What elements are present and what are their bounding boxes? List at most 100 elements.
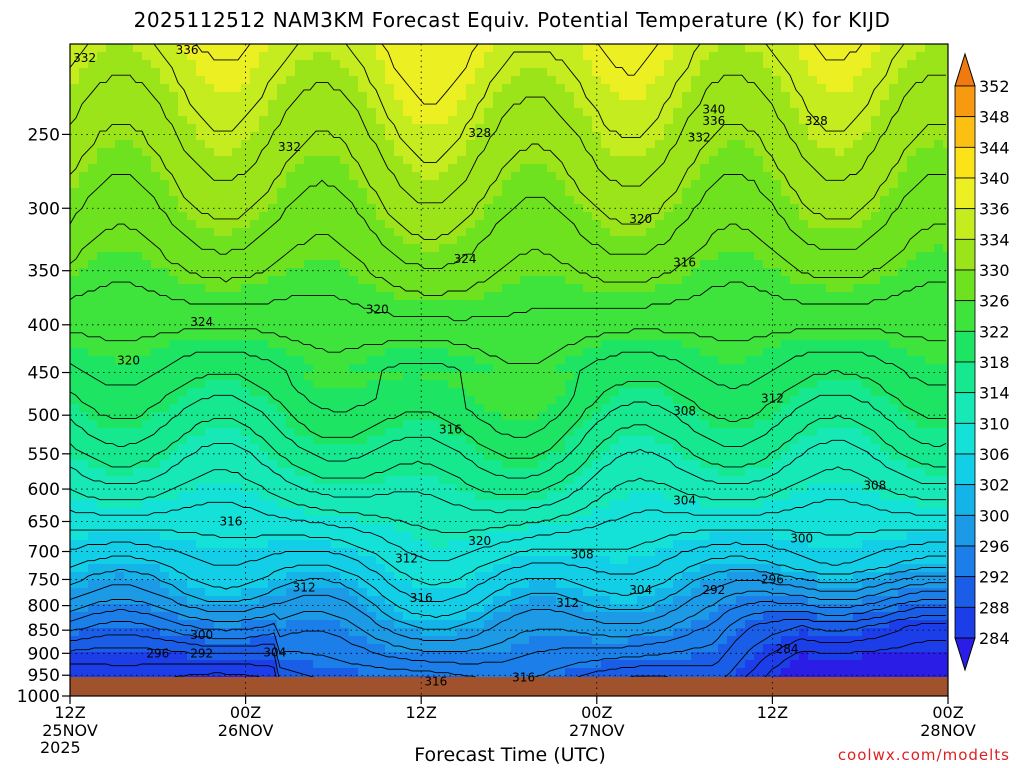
colorbar-label: 302: [979, 476, 1010, 495]
colorbar-swatch: [954, 576, 976, 608]
colorbar-label: 330: [979, 261, 1010, 280]
colorbar-swatch: [954, 392, 976, 424]
y-tick-label: 250: [28, 125, 60, 145]
contour-label: 332: [73, 51, 96, 65]
x-tick-label: 00Z: [932, 703, 963, 722]
x-axis-label: Forecast Time (UTC): [414, 744, 606, 766]
contour-label: 316: [410, 591, 433, 605]
colorbar-label: 296: [979, 537, 1010, 556]
y-tick-label: 950: [28, 666, 60, 686]
contour-label: 320: [117, 354, 140, 368]
colorbar-swatch: [954, 300, 976, 332]
colorbar-swatch: [954, 85, 976, 118]
y-axis: 250 300 350 400 450 500 550 600 650 700 750 800 850 9…: [17, 125, 70, 707]
contour-label: 296: [146, 646, 169, 660]
x-tick-date: 28NOV: [920, 721, 976, 740]
contour-label: 332: [278, 140, 301, 154]
x-tick-label: 00Z: [230, 703, 261, 722]
colorbar-swatch: [954, 330, 976, 363]
plot-frame: [69, 43, 949, 697]
contour-label: 284: [776, 642, 799, 656]
colorbar-bottom-arrow: [954, 637, 976, 672]
contour-label: 304: [629, 583, 652, 597]
contour-label: 312: [556, 596, 579, 610]
contour-label: 296: [761, 572, 784, 586]
colorbar-label: 334: [979, 230, 1010, 249]
contour-label: 308: [673, 404, 696, 418]
y-tick-label: 800: [28, 597, 60, 617]
x-tick-label: 12Z: [757, 703, 788, 722]
colorbar-label: 288: [979, 598, 1010, 617]
contour-label: 320: [629, 212, 652, 226]
y-tick-label: 900: [28, 644, 60, 664]
colorbar-label: 306: [979, 445, 1010, 464]
ground-surface: [70, 677, 948, 696]
colorbar-swatch: [954, 361, 976, 394]
x-tick-label: 00Z: [581, 703, 612, 722]
colorbar-label: 340: [979, 169, 1010, 188]
y-tick-label: 400: [28, 316, 60, 336]
colorbar-top-arrow: [954, 52, 976, 87]
colorbar-label: 352: [979, 77, 1010, 96]
y-tick-label: 300: [28, 199, 60, 219]
x-tick-label: 12Z: [54, 703, 85, 722]
contour-label: 300: [790, 532, 813, 546]
colorbar-label: 326: [979, 292, 1010, 311]
contour-label: 328: [468, 126, 491, 140]
colorbar-label: 314: [979, 384, 1010, 403]
colorbar-swatch: [954, 606, 976, 639]
colorbar-swatch: [954, 146, 976, 179]
contour-label: 300: [190, 628, 213, 642]
colorbar-label: 284: [979, 629, 1010, 648]
contour-label: 312: [395, 551, 418, 565]
colorbar-label: 336: [979, 200, 1010, 219]
contour-label: 316: [439, 423, 462, 437]
y-tick-label: 700: [28, 543, 60, 563]
contour-label: 328: [805, 114, 828, 128]
credit-link[interactable]: coolwx.com/modelts: [837, 746, 1010, 764]
colorbar-label: 344: [979, 138, 1010, 157]
contour-label: 316: [424, 675, 447, 689]
y-tick-label: 600: [28, 480, 60, 500]
contour-label: 292: [702, 583, 725, 597]
colorbar-label: 322: [979, 322, 1010, 341]
contour-label: 336: [702, 114, 725, 128]
contour-label: 320: [366, 302, 389, 316]
contour-label: 312: [761, 392, 784, 406]
y-tick-label: 850: [28, 621, 60, 641]
colorbar-swatch: [954, 422, 976, 455]
colorbar-swatch: [954, 453, 976, 486]
contour-label: 324: [190, 315, 213, 329]
colorbar-swatch: [954, 177, 976, 210]
contour-label: 304: [263, 645, 286, 659]
x-tick-date: 26NOV: [218, 721, 274, 740]
y-tick-label: 500: [28, 406, 60, 426]
contour-label: 292: [190, 646, 213, 660]
colorbar-label: 318: [979, 353, 1010, 372]
colorbar-swatch: [954, 208, 976, 240]
x-tick-date: 25NOV: [42, 721, 98, 740]
contour-label: 320: [468, 534, 491, 548]
chart-title: 2025112512 NAM3KM Forecast Equiv. Potent…: [133, 8, 891, 32]
colorbar-swatch: [954, 116, 976, 148]
x-tick-date: 27NOV: [569, 721, 625, 740]
colorbar-swatch: [954, 514, 976, 547]
contour-label: 308: [571, 547, 594, 561]
contour-label: 324: [454, 252, 477, 266]
x-tick-label: 12Z: [406, 703, 437, 722]
contour-label: 312: [293, 580, 316, 594]
y-tick-label: 550: [28, 445, 60, 465]
contour-label: 340: [702, 102, 725, 116]
colorbar-swatch: [954, 484, 976, 516]
contour-label: 316: [220, 514, 243, 528]
colorbar-label: 300: [979, 506, 1010, 525]
y-tick-label: 350: [28, 262, 60, 282]
colorbar-swatch: [954, 269, 976, 302]
y-tick-label: 1000: [17, 687, 60, 707]
contour-label: 332: [688, 131, 711, 145]
colorbar-label: 348: [979, 108, 1010, 127]
start-year-label: 2025: [40, 738, 81, 757]
colorbar-label: 292: [979, 568, 1010, 587]
